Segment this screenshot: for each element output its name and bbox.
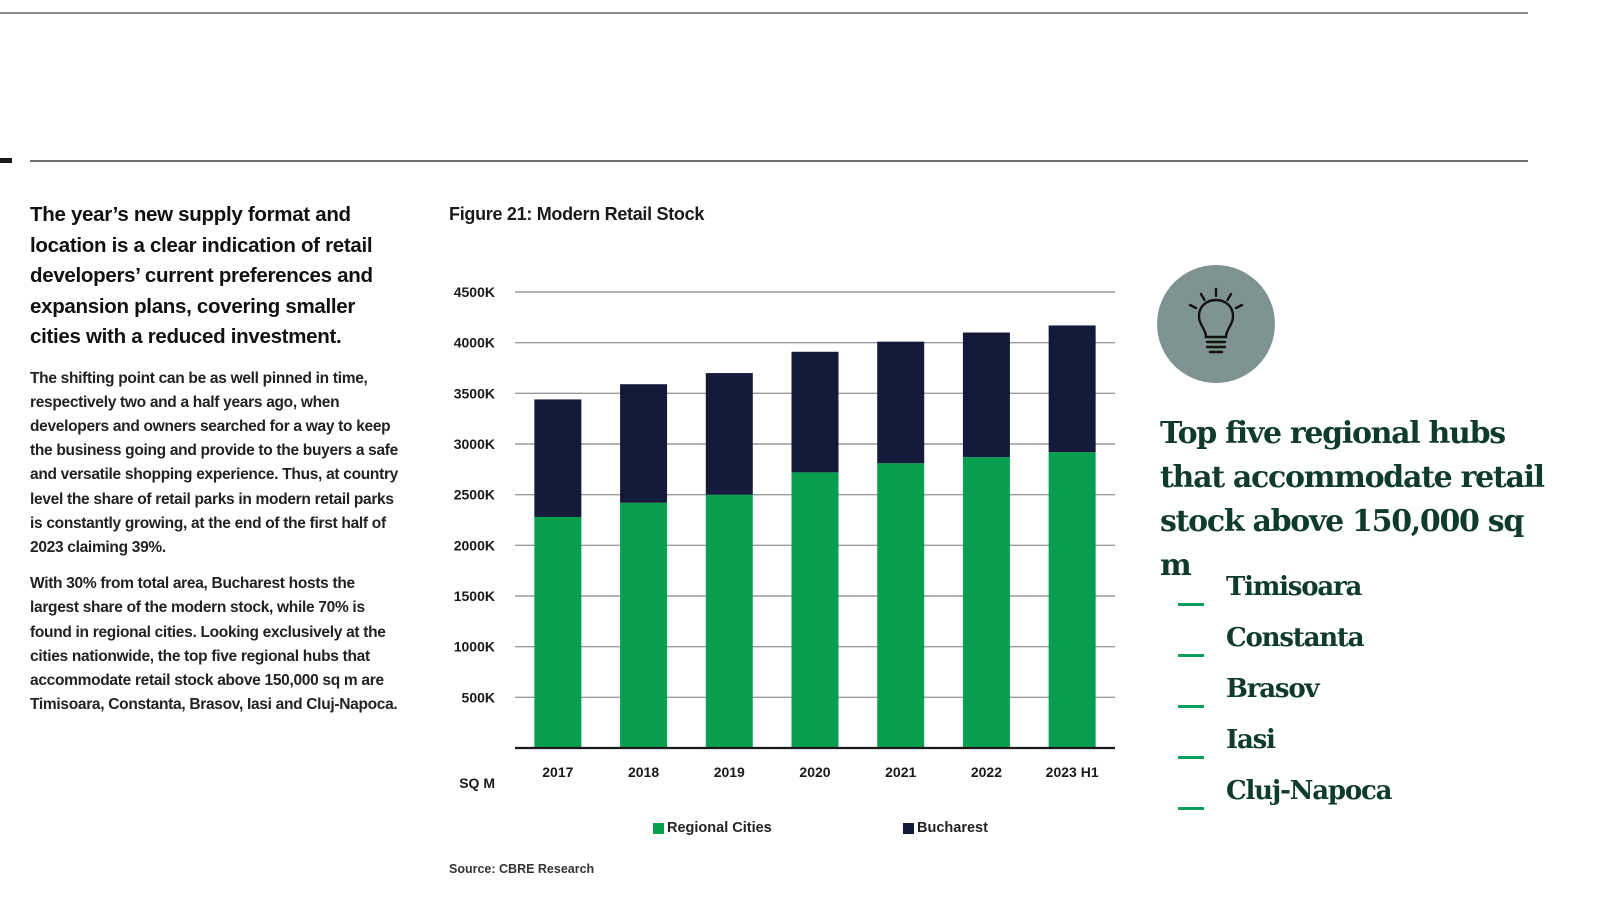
hub-name: Brasov — [1226, 674, 1320, 704]
bar-bucharest — [534, 399, 582, 517]
hub-name: Cluj-Napoca — [1226, 776, 1392, 806]
lightbulb-icon — [1188, 287, 1244, 354]
bar-regional-cities — [791, 472, 839, 748]
y-tick-label: 1500K — [454, 588, 495, 604]
body-paragraph-2: With 30% from total area, Bucharest host… — [30, 575, 398, 714]
x-tick-label: 2018 — [628, 764, 659, 780]
y-tick-label: 500K — [462, 689, 495, 705]
bar-regional-cities — [534, 516, 582, 748]
bar-bucharest — [791, 351, 839, 473]
y-tick-label: 1000K — [454, 639, 495, 655]
x-tick-label: 2022 — [971, 764, 1002, 780]
body-paragraph-1: The shifting point can be as well pinned… — [30, 369, 398, 556]
legend-item-bucharest: Bucharest — [903, 820, 988, 836]
section-marker — [0, 158, 12, 163]
bar-regional-cities — [877, 463, 925, 748]
chart-legend: Regional Cities Bucharest — [653, 820, 1053, 842]
y-tick-label: 4500K — [454, 284, 495, 300]
bar-regional-cities — [620, 502, 668, 748]
x-tick-label: 2020 — [799, 764, 830, 780]
legend-item-regional: Regional Cities — [653, 820, 772, 836]
legend-label-bucharest: Bucharest — [917, 820, 988, 836]
hub-dash — [1178, 654, 1204, 657]
lightbulb-badge — [1157, 265, 1275, 383]
left-text-column: The year’s new supply format and locatio… — [30, 200, 402, 729]
y-tick-label: 2500K — [454, 487, 495, 503]
y-tick-label: 3500K — [454, 385, 495, 401]
tick-labels: 500K 1000K 1500K 2000K 2500K 3000K 3500K 4000K 4… — [454, 284, 1099, 791]
x-tick-label: 2017 — [542, 764, 573, 780]
hub-dash — [1178, 705, 1204, 708]
bars — [534, 325, 1096, 748]
hub-dash — [1178, 756, 1204, 759]
lead-paragraph: The year’s new supply format and locatio… — [30, 203, 373, 348]
bar-regional-cities — [1048, 452, 1096, 748]
x-tick-label: 2021 — [885, 764, 916, 780]
hub-name: Timisoara — [1226, 572, 1362, 602]
stacked-bar-chart: 500K 1000K 1500K 2000K 2500K 3000K 3500K 4000K 4… — [454, 284, 1115, 791]
x-tick-label: 2023 H1 — [1046, 764, 1099, 780]
hub-name: Iasi — [1226, 725, 1276, 755]
legend-label-regional: Regional Cities — [667, 820, 772, 836]
bar-bucharest — [962, 332, 1010, 458]
bar-regional-cities — [705, 494, 753, 748]
y-axis-label: SQ M — [459, 775, 495, 791]
bar-regional-cities — [962, 457, 1010, 748]
hub-name: Constanta — [1226, 623, 1365, 653]
section-divider — [30, 160, 1528, 162]
x-tick-label: 2019 — [714, 764, 745, 780]
bar-bucharest — [877, 341, 925, 464]
y-tick-label: 3000K — [454, 436, 495, 452]
bar-bucharest — [1048, 325, 1096, 453]
figure-source: Source: CBRE Research — [449, 862, 595, 876]
bar-bucharest — [620, 384, 668, 503]
bar-bucharest — [705, 373, 753, 495]
legend-swatch-regional — [653, 822, 664, 834]
y-tick-label: 4000K — [454, 335, 495, 351]
y-tick-label: 2000K — [454, 537, 495, 553]
hubs-title: Top five regional hubs that accommodate … — [1160, 416, 1545, 583]
figure-title: Figure 21: Modern Retail Stock — [449, 204, 705, 224]
hub-dash — [1178, 603, 1204, 606]
hub-dash — [1178, 807, 1204, 810]
top-divider — [0, 12, 1528, 14]
legend-swatch-bucharest — [903, 822, 914, 834]
